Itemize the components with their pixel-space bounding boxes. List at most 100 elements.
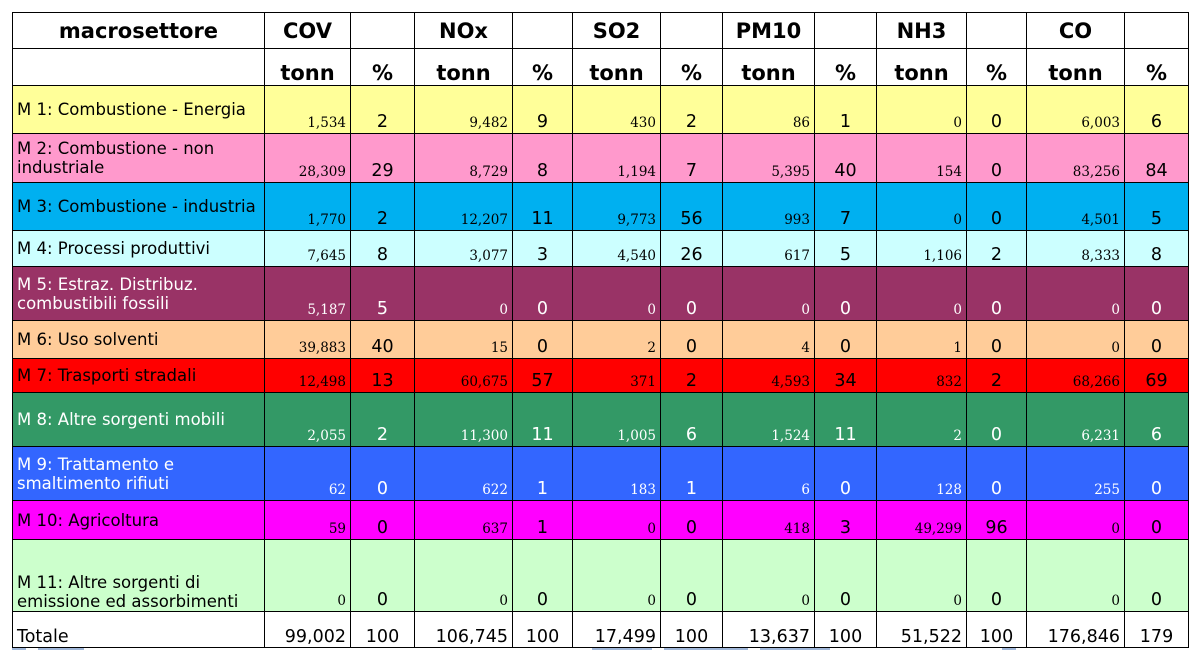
pollutant-header-pm10: PM10	[722, 12, 815, 49]
percent-cell: 11	[814, 392, 877, 447]
percent-cell: 0	[1124, 266, 1189, 321]
tonnes-cell: 2	[572, 320, 661, 359]
percent-cell: 0	[966, 85, 1027, 134]
percent-cell: 6	[660, 392, 723, 447]
header-blank	[12, 48, 265, 86]
tonnes-cell: 8,333	[1026, 230, 1125, 267]
tonnes-cell: 0	[1026, 266, 1125, 321]
tonnes-cell: 5,395	[722, 133, 815, 183]
tonnes-cell: 62	[264, 446, 351, 501]
tonnes-cell: 0	[1026, 539, 1125, 612]
row-label: M 8: Altre sorgenti mobili	[12, 392, 265, 447]
tonnes-cell: 430	[572, 85, 661, 134]
tonnes-cell: 11,300	[414, 392, 513, 447]
percent-cell: 6	[1124, 85, 1189, 134]
percent-cell: 0	[660, 539, 723, 612]
percent-cell: 2	[350, 85, 415, 134]
tonnes-cell: 128	[876, 446, 967, 501]
percent-cell: 1	[512, 500, 573, 540]
tonnes-cell: 1,194	[572, 133, 661, 183]
percent-cell: 1	[814, 85, 877, 134]
header-blank	[350, 12, 415, 49]
header-row-units: tonn% tonn% tonn% tonn% tonn% tonn%	[12, 48, 1189, 86]
row-label: M 7: Trasporti stradali	[12, 358, 265, 393]
percent-cell: 0	[966, 133, 1027, 183]
percent-cell: 34	[814, 358, 877, 393]
tonnes-cell: 6,231	[1026, 392, 1125, 447]
percent-cell: 0	[966, 539, 1027, 612]
percent-cell: 0	[1124, 500, 1189, 540]
tonnes-cell: 7,645	[264, 230, 351, 267]
tonnes-cell: 8,729	[414, 133, 513, 183]
tonnes-cell: 6	[722, 446, 815, 501]
tonnes-cell: 4	[722, 320, 815, 359]
unit-header-tonn: tonn	[722, 48, 815, 86]
tonnes-cell: 0	[1026, 320, 1125, 359]
row-label: M 5: Estraz. Distribuz. combustibili fos…	[12, 266, 265, 321]
unit-header-tonn: tonn	[572, 48, 661, 86]
table-row: M 10: Agricoltura 59 0 637 1 0 0 418 3 49,299 96 0 0	[12, 500, 1189, 540]
header-blank	[966, 12, 1027, 49]
tonnes-cell: 4,501	[1026, 182, 1125, 231]
tonnes-cell: 39,883	[264, 320, 351, 359]
header-blank	[512, 12, 573, 49]
total-label: Totale	[12, 611, 265, 648]
column-header-macrosettore: macrosettore	[12, 12, 265, 49]
percent-cell: 1	[660, 446, 723, 501]
percent-cell: 40	[350, 320, 415, 359]
tonnes-cell: 68,266	[1026, 358, 1125, 393]
tonnes-cell: 1,524	[722, 392, 815, 447]
total-tonn-cell: 106,745	[414, 611, 513, 648]
percent-cell: 29	[350, 133, 415, 183]
tonnes-cell: 9,773	[572, 182, 661, 231]
percent-cell: 2	[660, 358, 723, 393]
percent-cell: 2	[660, 85, 723, 134]
row-label: M 2: Combustione - non industriale	[12, 133, 265, 183]
tonnes-cell: 0	[572, 266, 661, 321]
header-blank	[814, 12, 877, 49]
tonnes-cell: 832	[876, 358, 967, 393]
percent-cell: 84	[1124, 133, 1189, 183]
tonnes-cell: 6,003	[1026, 85, 1125, 134]
unit-header-pct: %	[814, 48, 877, 86]
percent-cell: 40	[814, 133, 877, 183]
percent-cell: 96	[966, 500, 1027, 540]
percent-cell: 8	[512, 133, 573, 183]
total-tonn-cell: 176,846	[1026, 611, 1125, 648]
table-row: M 3: Combustione - industria 1,770 2 12,207…	[12, 182, 1189, 231]
tonnes-cell: 637	[414, 500, 513, 540]
percent-cell: 13	[350, 358, 415, 393]
tonnes-cell: 12,498	[264, 358, 351, 393]
percent-cell: 5	[350, 266, 415, 321]
percent-cell: 56	[660, 182, 723, 231]
percent-cell: 2	[350, 182, 415, 231]
row-label: M 9: Trattamento e smaltimento rifiuti	[12, 446, 265, 501]
percent-cell: 0	[814, 266, 877, 321]
tonnes-cell: 617	[722, 230, 815, 267]
tonnes-cell: 9,482	[414, 85, 513, 134]
percent-cell: 0	[1124, 446, 1189, 501]
percent-cell: 0	[660, 320, 723, 359]
header-blank	[1124, 12, 1189, 49]
table-row: M 6: Uso solventi 39,883 40 15 0 2 0 4 0 1 0 0 0	[12, 320, 1189, 359]
tonnes-cell: 371	[572, 358, 661, 393]
percent-cell: 3	[512, 230, 573, 267]
percent-cell: 0	[814, 539, 877, 612]
unit-header-tonn: tonn	[876, 48, 967, 86]
table-row: M 2: Combustione - non industriale 28,309…	[12, 133, 1189, 183]
percent-cell: 0	[814, 320, 877, 359]
tonnes-cell: 1,106	[876, 230, 967, 267]
unit-header-tonn: tonn	[264, 48, 351, 86]
percent-cell: 0	[660, 500, 723, 540]
percent-cell: 0	[660, 266, 723, 321]
tonnes-cell: 4,593	[722, 358, 815, 393]
percent-cell: 0	[966, 392, 1027, 447]
unit-header-pct: %	[660, 48, 723, 86]
pollutant-header-nox: NOx	[414, 12, 513, 49]
tonnes-cell: 0	[414, 266, 513, 321]
percent-cell: 6	[1124, 392, 1189, 447]
percent-cell: 0	[350, 539, 415, 612]
table-row: M 8: Altre sorgenti mobili 2,055 2 11,300 11…	[12, 392, 1189, 447]
tonnes-cell: 59	[264, 500, 351, 540]
pollutant-header-cov: COV	[264, 12, 351, 49]
